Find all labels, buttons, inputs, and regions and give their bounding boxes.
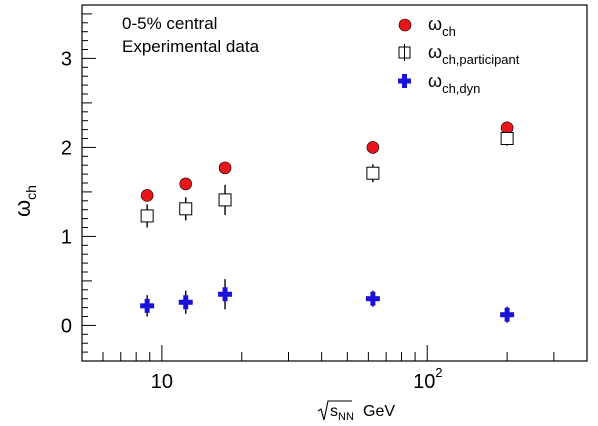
point-omega-ch-participant (366, 166, 380, 180)
legend-marker-omega-ch (398, 18, 412, 32)
data-points (140, 121, 515, 323)
point-omega-ch-dyn (365, 291, 380, 306)
point-omega-ch-participant (218, 193, 232, 207)
point-omega-ch-dyn (140, 298, 155, 313)
annotation-experimental: Experimental data (122, 37, 260, 56)
point-omega-ch-dyn (500, 307, 515, 322)
axis-ticks (81, 13, 588, 361)
sqrt-sign-icon (317, 400, 352, 421)
point-omega-ch-participant (500, 132, 514, 145)
annotation-centrality: 0-5% central (122, 14, 217, 33)
cross-horizontal (365, 296, 380, 302)
x-tick-label: 10 (151, 371, 173, 393)
cross-horizontal (178, 299, 193, 305)
legend-label-omega-ch: ωch (428, 14, 456, 39)
cross-horizontal (140, 303, 155, 309)
x-tick-label: 10 (413, 371, 435, 393)
y-axis-title: ωch (10, 185, 39, 217)
y-tick-label: 0 (61, 315, 72, 337)
legend: ωch ωch,participant ωch,dyn (398, 14, 520, 96)
point-omega-ch (179, 177, 193, 191)
y-tick-label: 3 (61, 48, 72, 70)
point-omega-ch-participant (140, 209, 154, 223)
x-tick-label-exponent: 2 (435, 365, 442, 380)
point-omega-ch-dyn (218, 287, 233, 302)
point-omega-ch-dyn (178, 295, 193, 310)
x-axis-unit: GeV (363, 403, 395, 420)
point-omega-ch-participant (179, 202, 193, 216)
x-axis-title: sNN GeV (317, 400, 395, 423)
x-axis-title-text: sNN (330, 403, 354, 423)
legend-label-omega-ch-dyn: ωch,dyn (428, 71, 480, 96)
point-omega-ch (140, 189, 154, 202)
legend-marker-omega-ch-dyn (398, 74, 411, 88)
cross-horizontal (218, 291, 233, 297)
cross-horizontal (500, 312, 515, 318)
point-omega-ch (218, 161, 232, 175)
point-omega-ch (366, 141, 380, 154)
legend-label-omega-ch-participant: ωch,participant (428, 42, 520, 67)
legend-marker-omega-ch-participant (398, 44, 411, 61)
y-tick-label: 1 (61, 226, 72, 248)
y-tick-label: 2 (61, 137, 72, 159)
